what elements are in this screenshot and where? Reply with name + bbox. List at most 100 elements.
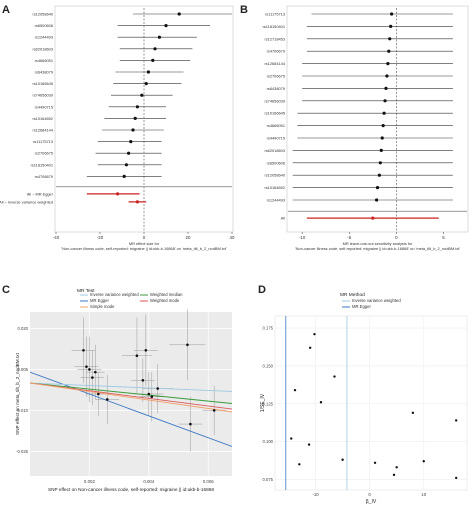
snp-point — [157, 35, 161, 39]
summary-point — [116, 192, 120, 196]
legend-label: Inverse variance weighted — [90, 292, 139, 297]
regression-line — [30, 382, 232, 404]
snp-point — [150, 395, 154, 399]
snp-point — [189, 422, 192, 426]
snp-point — [379, 148, 383, 152]
snp-label: rs10166645 — [32, 81, 53, 86]
snp-point — [383, 99, 387, 103]
legend-label: MR Egger — [90, 298, 109, 303]
plot-area-c — [30, 312, 232, 476]
x-tick-label: 0.002 — [84, 479, 96, 484]
snp-point — [164, 24, 168, 28]
x-tick-label: -20 — [97, 235, 104, 240]
summary-label: All — [281, 216, 285, 221]
legend-title: MR Method — [340, 292, 365, 298]
snp-label: rs1244493 — [35, 35, 53, 40]
snp-label: rs11175713 — [265, 12, 285, 17]
snp-point — [133, 116, 137, 120]
snp-point — [156, 387, 160, 390]
snp-point — [177, 12, 181, 16]
snp-point — [135, 354, 139, 358]
snp-point — [124, 163, 128, 167]
x-tick-label: 0.006 — [203, 479, 215, 484]
snp-label: rs6438079 — [267, 86, 285, 91]
legend-label: MR Egger — [352, 304, 371, 309]
y-tick-label: 0.020 — [18, 326, 29, 331]
forest-plot-b: B rs11175713 rs118150401 rs12718453 rs47066… — [240, 4, 469, 251]
snp-point — [135, 105, 139, 109]
snp-point — [97, 392, 100, 396]
snp-point — [141, 379, 145, 382]
snp-point — [392, 473, 396, 477]
snp-label: rs74656039 — [32, 93, 53, 98]
snp-point — [378, 161, 382, 165]
x-axis-label: SNP effect on Non-cancer illness code, s… — [48, 487, 214, 492]
snp-point — [381, 124, 385, 128]
snp-label: rs4666051 — [267, 123, 285, 128]
snp-point — [151, 58, 155, 63]
snp-label: rs6500606 — [35, 23, 53, 28]
y-tick-label: 0.005 — [18, 367, 29, 372]
panel-letter-c: C — [2, 284, 10, 296]
snp-point — [313, 332, 316, 336]
snp-point — [290, 437, 293, 440]
snp-point — [374, 198, 379, 202]
x-tick-label: 10 — [421, 492, 426, 497]
snp-point — [307, 443, 311, 446]
snp-label: rs10166645 — [264, 111, 285, 116]
x-tick-label: 20 — [186, 235, 191, 240]
snp-point — [144, 348, 148, 352]
snp-point — [131, 128, 135, 132]
snp-point — [212, 409, 216, 412]
snp-point — [298, 463, 301, 466]
snp-point — [411, 411, 415, 415]
x-axis-label: 'Non-cancer illness code, self-reported:… — [61, 246, 227, 251]
snp-label: rs12718453 — [264, 36, 285, 41]
snp-point — [377, 173, 381, 177]
snp-point — [122, 174, 126, 178]
panel-letter-b: B — [240, 4, 248, 16]
y-tick-label: 0.125 — [263, 401, 274, 406]
snp-point — [82, 348, 85, 352]
snp-point — [380, 136, 384, 140]
snp-label: rs12058640 — [32, 12, 53, 17]
legend-label: Weighted mode — [150, 298, 180, 303]
snp-label: rs6500606 — [267, 160, 285, 165]
snp-label: rs10164652 — [264, 185, 285, 190]
x-tick-label: 0.004 — [143, 479, 155, 484]
regression-line — [30, 382, 232, 392]
snp-point — [91, 376, 94, 379]
snp-point — [395, 466, 398, 469]
snp-point — [333, 375, 336, 378]
legend-label: Simple mode — [90, 304, 115, 309]
y-tick-label: 0.175 — [263, 326, 274, 331]
legend-label: Weighted median — [150, 292, 183, 297]
x-tick-label: 0 — [368, 492, 371, 497]
y-tick-label: -0.010 — [16, 408, 29, 413]
snp-point — [88, 368, 91, 371]
snp-point — [341, 458, 344, 461]
snp-label: rs118150401 — [31, 162, 53, 167]
snp-point — [144, 82, 148, 86]
plot-area-d — [274, 315, 468, 491]
panel-letter-a: A — [2, 4, 10, 16]
snp-label: rs6438079 — [35, 70, 53, 75]
y-axis-label: SNP effect on meta_tilt_b_2_nodBM.txt — [15, 352, 20, 435]
summary-label: All – MR Egger — [27, 191, 54, 196]
snp-label: rs12058640 — [264, 173, 285, 178]
x-tick-label: 40 — [230, 235, 235, 240]
y-tick-label: 0.100 — [263, 439, 274, 444]
legend-title: MR Test — [77, 288, 95, 294]
y-axis-label: 1/SE_IV — [260, 393, 266, 412]
snp-point — [308, 346, 312, 349]
snp-label: rs10164652 — [32, 116, 53, 121]
snp-label: rs118150401 — [263, 24, 285, 29]
snp-point — [454, 419, 458, 422]
snp-point — [387, 49, 391, 53]
y-tick-label: 0.075 — [263, 477, 274, 482]
snp-label: rs62018603 — [32, 46, 53, 51]
x-tick-label: -10 — [299, 235, 306, 240]
x-tick-label: 5 — [442, 235, 445, 240]
snp-point — [385, 74, 389, 78]
